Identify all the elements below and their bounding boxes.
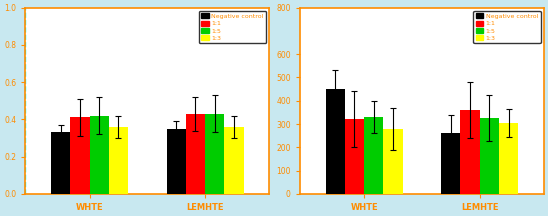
Bar: [89, 116, 109, 194]
Bar: [499, 123, 518, 194]
Bar: [384, 129, 403, 194]
Bar: [167, 129, 186, 194]
Bar: [460, 110, 480, 194]
Bar: [326, 89, 345, 194]
Bar: [480, 118, 499, 194]
Bar: [364, 117, 384, 194]
Bar: [224, 127, 244, 194]
Bar: [109, 127, 128, 194]
Legend: Negative control, 1:1, 1:5, 1:3: Negative control, 1:1, 1:5, 1:3: [199, 11, 266, 43]
Bar: [186, 114, 205, 194]
Bar: [51, 132, 70, 194]
Bar: [70, 118, 89, 194]
Bar: [205, 114, 224, 194]
Bar: [345, 119, 364, 194]
Legend: Negative control, 1:1, 1:5, 1:3: Negative control, 1:1, 1:5, 1:3: [473, 11, 541, 43]
Bar: [441, 133, 460, 194]
